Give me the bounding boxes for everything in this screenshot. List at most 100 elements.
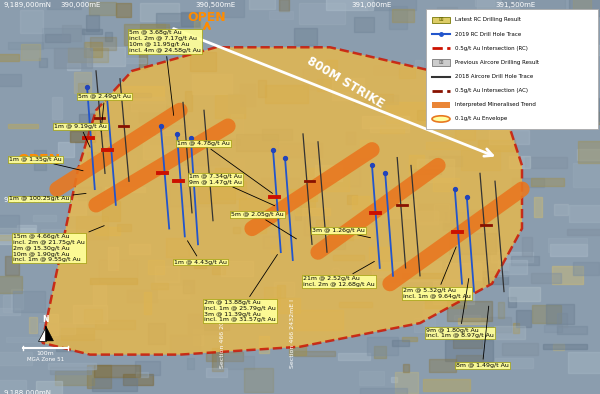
Bar bbox=[43, 331, 72, 336]
Bar bbox=[239, 198, 287, 215]
Bar bbox=[8, 124, 38, 128]
Bar bbox=[415, 60, 423, 68]
Bar bbox=[509, 156, 530, 168]
Bar bbox=[490, 73, 506, 87]
Bar bbox=[188, 314, 223, 335]
Bar bbox=[119, 86, 164, 100]
Bar bbox=[428, 66, 466, 76]
Bar bbox=[532, 178, 563, 186]
Bar bbox=[104, 32, 112, 41]
Bar bbox=[359, 388, 407, 394]
Bar bbox=[523, 67, 543, 82]
Bar bbox=[206, 352, 243, 361]
Bar bbox=[392, 340, 409, 346]
Bar bbox=[131, 97, 165, 111]
Bar bbox=[340, 302, 372, 307]
Bar bbox=[158, 42, 172, 48]
Text: 0.5g/t Au Intersection (RC): 0.5g/t Au Intersection (RC) bbox=[455, 46, 527, 51]
Bar bbox=[58, 142, 74, 157]
Bar bbox=[554, 204, 568, 216]
Bar bbox=[416, 159, 454, 182]
Bar bbox=[295, 201, 301, 220]
Bar bbox=[47, 0, 81, 9]
Bar bbox=[543, 344, 587, 349]
Bar bbox=[498, 303, 504, 318]
Bar bbox=[187, 358, 194, 369]
Bar bbox=[79, 114, 104, 125]
Bar bbox=[68, 48, 109, 62]
Bar bbox=[425, 293, 466, 308]
Bar bbox=[328, 235, 353, 240]
Text: 0.5g/t Au Intersection (AC): 0.5g/t Au Intersection (AC) bbox=[455, 88, 528, 93]
Bar bbox=[233, 158, 244, 169]
Bar bbox=[143, 136, 163, 159]
Bar bbox=[573, 0, 591, 15]
Bar bbox=[453, 334, 482, 348]
Bar bbox=[361, 139, 372, 157]
Bar bbox=[208, 0, 244, 17]
Bar bbox=[370, 127, 409, 132]
Bar bbox=[455, 119, 475, 140]
Bar bbox=[568, 351, 600, 373]
Bar bbox=[38, 323, 75, 335]
Bar bbox=[578, 141, 600, 163]
Bar bbox=[416, 110, 454, 120]
Bar bbox=[369, 247, 392, 270]
Bar bbox=[508, 297, 516, 307]
Bar bbox=[428, 359, 457, 372]
Text: 391,000mE: 391,000mE bbox=[352, 2, 392, 8]
Bar bbox=[136, 372, 148, 377]
Bar bbox=[181, 11, 199, 26]
Bar bbox=[548, 238, 587, 252]
Bar bbox=[85, 42, 102, 57]
Bar bbox=[286, 189, 317, 201]
Bar bbox=[403, 364, 409, 372]
Bar bbox=[498, 260, 527, 274]
Bar bbox=[386, 102, 424, 123]
Bar bbox=[446, 262, 481, 281]
Bar bbox=[554, 98, 599, 121]
Bar bbox=[557, 325, 587, 334]
Bar bbox=[443, 43, 461, 51]
Bar bbox=[522, 236, 532, 256]
Bar bbox=[280, 0, 289, 11]
Text: 9,189,000mN: 9,189,000mN bbox=[3, 2, 51, 8]
Bar bbox=[185, 145, 219, 165]
Bar bbox=[217, 356, 254, 369]
Bar bbox=[83, 309, 102, 323]
Bar bbox=[58, 334, 93, 341]
Bar bbox=[0, 352, 32, 365]
Text: 9,188,000mN: 9,188,000mN bbox=[3, 390, 51, 394]
Bar bbox=[293, 28, 317, 45]
Bar bbox=[151, 282, 168, 289]
Bar bbox=[124, 374, 153, 385]
Bar bbox=[155, 266, 179, 282]
Bar bbox=[502, 343, 538, 355]
Bar bbox=[418, 211, 438, 224]
Bar bbox=[108, 247, 118, 270]
Bar bbox=[508, 17, 529, 23]
Bar bbox=[170, 335, 200, 353]
Bar bbox=[445, 210, 490, 226]
Bar bbox=[513, 323, 520, 333]
Bar bbox=[326, 60, 337, 69]
Text: Section 466 2432mE I: Section 466 2432mE I bbox=[290, 299, 295, 368]
Bar bbox=[127, 290, 157, 302]
Bar bbox=[215, 168, 233, 175]
Bar bbox=[386, 199, 416, 218]
Bar bbox=[436, 67, 463, 89]
Bar bbox=[294, 351, 335, 357]
Bar bbox=[91, 37, 116, 50]
Bar bbox=[21, 44, 40, 60]
Bar bbox=[338, 353, 370, 360]
Bar bbox=[206, 368, 227, 377]
Bar bbox=[531, 273, 561, 282]
Bar bbox=[424, 304, 458, 325]
Polygon shape bbox=[42, 47, 522, 355]
Bar bbox=[93, 284, 106, 305]
Text: Section 466 2080mE I: Section 466 2080mE I bbox=[220, 300, 224, 368]
Bar bbox=[434, 204, 449, 222]
Bar bbox=[77, 83, 88, 95]
Bar bbox=[158, 286, 189, 298]
Bar bbox=[577, 149, 600, 160]
